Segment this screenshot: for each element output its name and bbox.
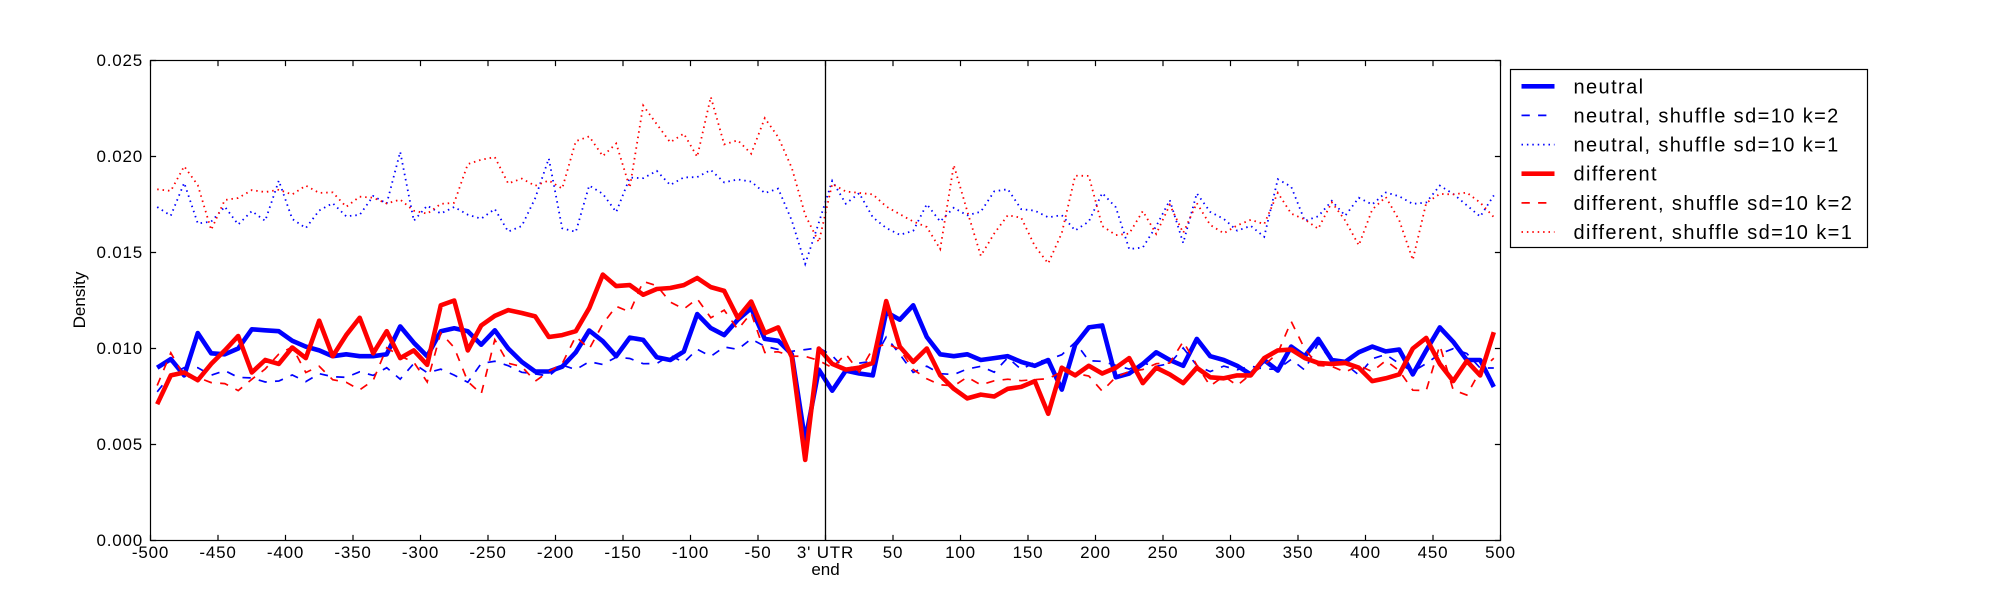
svg-text:-300: -300: [402, 543, 439, 562]
svg-text:neutral, shuffle sd=10 k=1: neutral, shuffle sd=10 k=1: [1574, 135, 1840, 157]
svg-text:150: 150: [1013, 543, 1044, 562]
svg-text:Density: Density: [70, 271, 89, 328]
svg-text:0.020: 0.020: [96, 147, 143, 166]
svg-text:-350: -350: [334, 543, 371, 562]
svg-text:-500: -500: [132, 543, 169, 562]
svg-text:different, shuffle sd=10 k=2: different, shuffle sd=10 k=2: [1574, 193, 1854, 215]
svg-text:50: 50: [883, 543, 904, 562]
svg-text:200: 200: [1080, 543, 1111, 562]
svg-text:0.005: 0.005: [96, 435, 143, 454]
svg-text:500: 500: [1485, 543, 1516, 562]
svg-text:450: 450: [1418, 543, 1449, 562]
svg-text:0.015: 0.015: [96, 243, 143, 262]
svg-text:-250: -250: [469, 543, 506, 562]
svg-text:0.010: 0.010: [96, 339, 143, 358]
svg-text:neutral, shuffle sd=10 k=2: neutral, shuffle sd=10 k=2: [1574, 105, 1840, 127]
svg-text:300: 300: [1215, 543, 1246, 562]
svg-text:-450: -450: [199, 543, 236, 562]
svg-text:-200: -200: [537, 543, 574, 562]
svg-text:end: end: [811, 560, 839, 579]
svg-text:-150: -150: [604, 543, 641, 562]
svg-text:250: 250: [1148, 543, 1179, 562]
svg-text:neutral: neutral: [1574, 76, 1645, 98]
svg-text:3' UTR: 3' UTR: [797, 543, 854, 562]
svg-text:100: 100: [945, 543, 976, 562]
svg-text:0.000: 0.000: [96, 531, 143, 550]
svg-text:different: different: [1574, 164, 1659, 186]
svg-text:different, shuffle sd=10 k=1: different, shuffle sd=10 k=1: [1574, 222, 1854, 244]
svg-text:350: 350: [1283, 543, 1314, 562]
svg-text:-50: -50: [745, 543, 772, 562]
svg-text:-100: -100: [672, 543, 709, 562]
svg-text:400: 400: [1350, 543, 1381, 562]
svg-text:0.025: 0.025: [96, 51, 143, 70]
svg-text:-400: -400: [267, 543, 304, 562]
